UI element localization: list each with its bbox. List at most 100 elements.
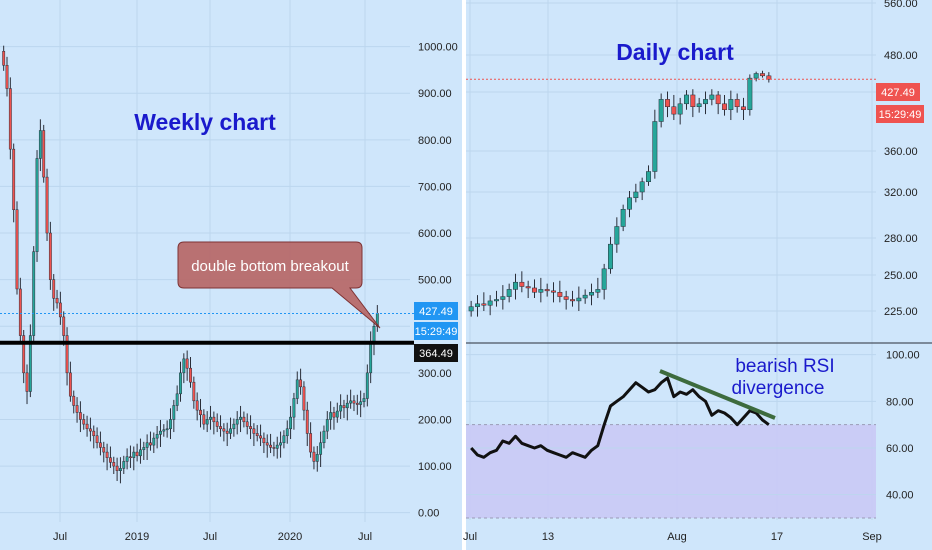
- weekly-chart-panel[interactable]: Weekly chart double bottom breakout: [0, 0, 414, 522]
- weekly-candle-body: [232, 423, 236, 430]
- weekly-candle-body: [235, 419, 239, 425]
- weekly-candle-body: [175, 393, 179, 406]
- weekly-candle-body: [135, 451, 139, 457]
- weekly-candle-body: [35, 158, 39, 252]
- weekly-y-tick-label: 900.00: [418, 88, 452, 100]
- weekly-candle-body: [92, 430, 96, 437]
- panel-separator: [462, 0, 466, 550]
- weekly-candle-body: [85, 423, 89, 430]
- weekly-candle-body: [312, 451, 316, 462]
- daily-chart-panel[interactable]: Daily chart: [466, 0, 876, 520]
- weekly-candle-body: [88, 428, 92, 432]
- weekly-x-axis[interactable]: Jul 2019 Jul 2020 Jul: [53, 531, 372, 543]
- weekly-candle-body: [18, 288, 22, 336]
- daily-candle-body: [582, 294, 588, 299]
- weekly-y-tick-label: 200.00: [418, 414, 452, 426]
- daily-candle-body: [703, 99, 708, 105]
- weekly-x-tick-label: Jul: [53, 531, 67, 543]
- daily-x-tick-label: Jul: [463, 531, 477, 543]
- weekly-candle-body: [352, 400, 356, 404]
- weekly-candle-body: [189, 367, 192, 383]
- daily-candle-body: [766, 75, 772, 80]
- weekly-price-tag-bg: [414, 302, 458, 320]
- weekly-candle-body: [55, 298, 59, 304]
- weekly-candle-body: [132, 451, 136, 458]
- daily-price-tag-bg: [876, 83, 920, 101]
- daily-x-axis[interactable]: Jul 13 Aug 17 Sep: [463, 531, 882, 543]
- daily-candle-body: [570, 299, 575, 302]
- daily-candle-body: [671, 106, 677, 115]
- daily-candle-body: [658, 99, 664, 122]
- weekly-candle-body: [249, 426, 252, 430]
- weekly-candle-body: [72, 395, 76, 406]
- weekly-candle-body: [259, 435, 262, 439]
- weekly-candle-body: [269, 444, 272, 448]
- weekly-candle-body: [15, 209, 19, 290]
- daily-y-tick-label: 280.00: [884, 233, 918, 245]
- daily-chart-title: Daily chart: [616, 39, 734, 65]
- weekly-candle-body: [339, 405, 343, 412]
- daily-candle-body: [475, 303, 480, 307]
- rsi-annotation-line1: bearish RSI: [735, 356, 834, 377]
- weekly-candle-body: [172, 405, 176, 420]
- weekly-candle-body: [365, 372, 369, 399]
- weekly-candle-body: [22, 335, 26, 374]
- rsi-y-axis[interactable]: 40.00 60.00 80.00 100.00: [886, 350, 920, 502]
- weekly-candle-body: [38, 130, 42, 159]
- weekly-candle-body: [112, 462, 116, 467]
- weekly-candle-body: [345, 402, 349, 409]
- weekly-candle-body: [185, 358, 189, 369]
- callout-double-bottom-breakout[interactable]: double bottom breakout: [177, 241, 381, 329]
- daily-candle-body: [544, 289, 550, 292]
- weekly-candle-body: [282, 435, 286, 444]
- daily-y-tick-label: 360.00: [884, 146, 918, 158]
- weekly-support-tag-text: 364.49: [419, 348, 453, 360]
- daily-candle-body: [709, 94, 715, 100]
- weekly-candle-body: [215, 421, 219, 427]
- daily-candle-body: [620, 209, 626, 227]
- weekly-candle-body: [48, 232, 52, 280]
- weekly-candle-body: [329, 412, 333, 420]
- weekly-candle-body: [335, 410, 339, 418]
- daily-candle-body: [633, 191, 639, 198]
- weekly-candle-body: [78, 412, 82, 420]
- weekly-support-tag-bg: [414, 344, 458, 362]
- daily-candle-body: [652, 121, 658, 172]
- daily-y-tick-label: 480.00: [884, 50, 918, 62]
- weekly-candle-body: [342, 405, 346, 409]
- rsi-y-tick-label: 40.00: [886, 490, 914, 502]
- daily-price-tag: 427.49 15:29:49: [876, 83, 924, 123]
- weekly-candle-body: [209, 416, 212, 420]
- weekly-candle-body: [149, 442, 152, 446]
- weekly-candle-body: [202, 414, 206, 425]
- weekly-candle-body: [162, 429, 166, 432]
- weekly-candle-body: [275, 444, 279, 449]
- weekly-candle-body: [32, 251, 36, 336]
- weekly-candle-body: [265, 442, 269, 446]
- daily-candle-body: [589, 292, 594, 296]
- weekly-y-tick-label: 300.00: [418, 368, 452, 380]
- weekly-candle-body: [109, 457, 112, 463]
- rsi-divergence-trendline[interactable]: [659, 369, 776, 420]
- daily-candle-body: [532, 287, 537, 293]
- daily-candle-body: [734, 99, 740, 107]
- daily-candle-body: [639, 181, 645, 193]
- weekly-candle-body: [28, 335, 32, 392]
- weekly-candle-body: [169, 419, 172, 430]
- rsi-annotation-line2: divergence: [732, 378, 825, 399]
- daily-countdown-tag-bg: [876, 105, 924, 123]
- daily-x-tick-label: Sep: [862, 531, 882, 543]
- weekly-candle-body: [68, 372, 72, 397]
- weekly-candle-body: [199, 409, 202, 416]
- weekly-candle-body: [8, 88, 12, 150]
- weekly-candle-body: [65, 335, 69, 374]
- rsi-panel[interactable]: bearish RSI divergence: [466, 354, 876, 519]
- weekly-candle-body: [252, 428, 256, 434]
- weekly-y-tick-label: 700.00: [418, 181, 452, 193]
- weekly-candle-body: [159, 430, 162, 435]
- weekly-candle-body: [362, 398, 366, 403]
- weekly-candle-body: [119, 468, 122, 471]
- daily-candle-body: [487, 300, 493, 306]
- weekly-candle-body: [25, 372, 29, 392]
- rsi-band: [466, 424, 876, 518]
